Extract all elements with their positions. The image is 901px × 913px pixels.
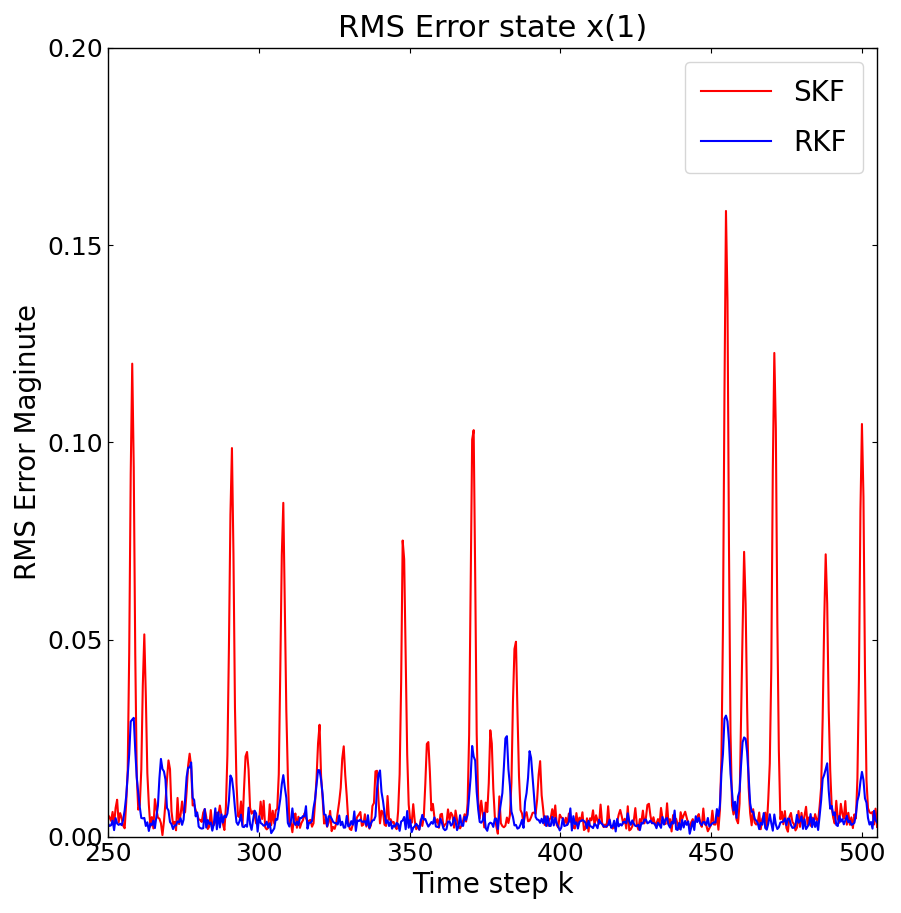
Y-axis label: RMS Error Maginute: RMS Error Maginute bbox=[14, 304, 41, 581]
RKF bbox=[684, 828, 695, 839]
RKF bbox=[871, 817, 882, 828]
SKF bbox=[326, 825, 337, 836]
RKF bbox=[696, 820, 707, 831]
SKF bbox=[871, 822, 882, 833]
X-axis label: Time step k: Time step k bbox=[412, 871, 573, 899]
RKF bbox=[633, 819, 643, 830]
SKF bbox=[157, 830, 168, 841]
SKF bbox=[103, 810, 114, 821]
RKF bbox=[730, 796, 741, 807]
SKF bbox=[696, 822, 707, 833]
Line: RKF: RKF bbox=[108, 716, 877, 834]
SKF bbox=[532, 794, 542, 805]
SKF bbox=[429, 812, 440, 823]
RKF bbox=[427, 818, 438, 829]
SKF bbox=[721, 205, 732, 216]
Line: SKF: SKF bbox=[108, 211, 877, 835]
RKF bbox=[721, 710, 732, 721]
SKF bbox=[730, 800, 741, 811]
Title: RMS Error state x(1): RMS Error state x(1) bbox=[338, 14, 647, 43]
SKF bbox=[634, 813, 645, 824]
RKF bbox=[103, 818, 114, 829]
Legend: SKF, RKF: SKF, RKF bbox=[685, 62, 863, 173]
RKF bbox=[530, 812, 541, 823]
RKF bbox=[324, 811, 335, 822]
